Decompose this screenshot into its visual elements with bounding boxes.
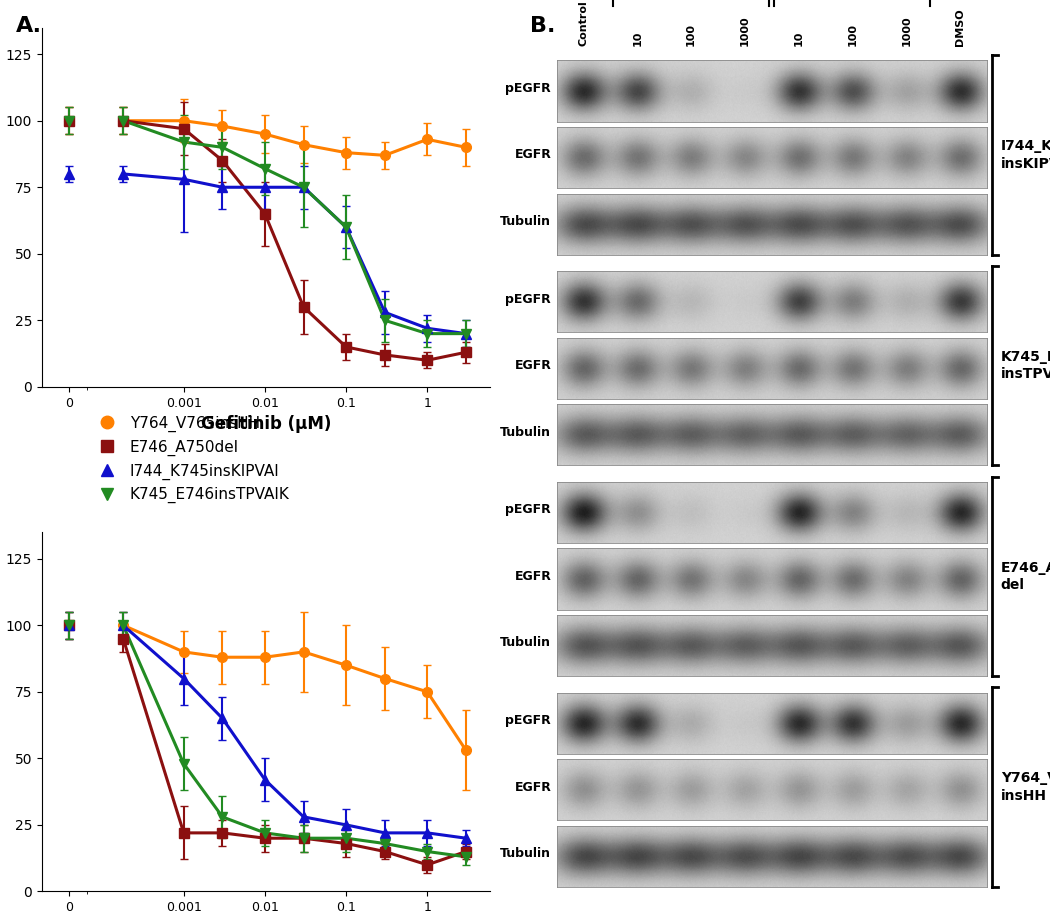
Text: I744_K745
insKIPVAI: I744_K745 insKIPVAI [1001,140,1050,171]
Text: 10: 10 [632,30,643,46]
Text: 100: 100 [686,23,696,46]
Text: DMSO: DMSO [956,8,965,46]
Text: A.: A. [16,17,42,36]
Text: EGFR: EGFR [514,149,551,162]
Text: E746_A750
del: E746_A750 del [1001,561,1050,592]
Text: Y764_V765
insHH: Y764_V765 insHH [1001,771,1050,802]
Text: Control: Control [579,0,588,46]
Text: Tubulin: Tubulin [500,636,551,650]
Text: 1000: 1000 [740,16,750,46]
Text: K745_E746
insTPVAIK: K745_E746 insTPVAIK [1001,350,1050,381]
Text: B.: B. [530,17,555,36]
Text: pEGFR: pEGFR [505,504,551,516]
Text: pEGFR: pEGFR [505,714,551,727]
Text: Tubulin: Tubulin [500,847,551,860]
Text: EGFR: EGFR [514,780,551,793]
Text: EGFR: EGFR [514,359,551,372]
Text: 1000: 1000 [901,16,911,46]
Text: pEGFR: pEGFR [505,82,551,95]
Text: Tubulin: Tubulin [500,425,551,438]
Legend: Y764_V765insHH, E746_A750del, I744_K745insKIPVAI, K745_E746insTPVAIK: Y764_V765insHH, E746_A750del, I744_K745i… [85,410,296,509]
Text: Tubulin: Tubulin [500,215,551,228]
Text: 100: 100 [847,23,858,46]
Text: 10: 10 [794,30,803,46]
Text: EGFR: EGFR [514,570,551,583]
X-axis label: Gefitinib (μM): Gefitinib (μM) [201,415,332,433]
Text: pEGFR: pEGFR [505,292,551,306]
